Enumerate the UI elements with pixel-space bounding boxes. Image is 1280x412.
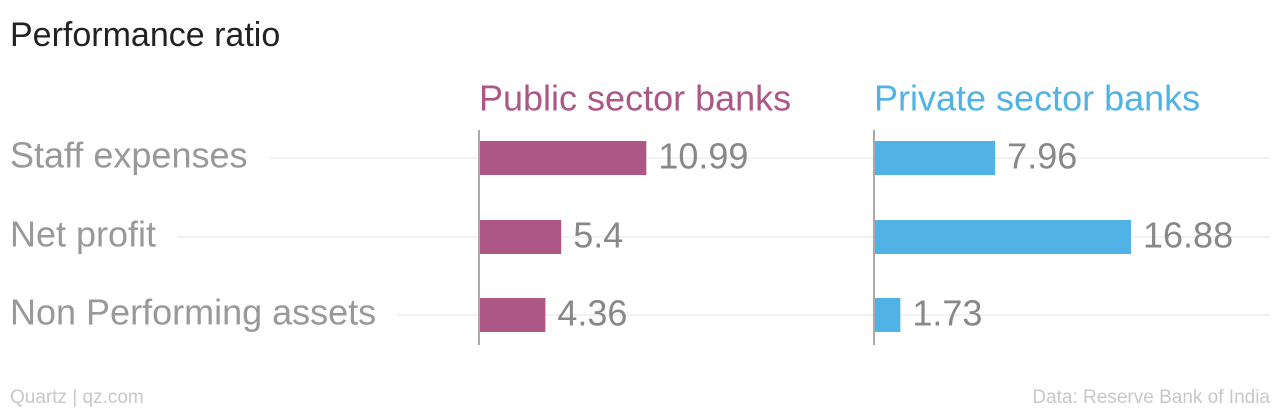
credit: Quartz | qz.com <box>10 387 144 408</box>
series-header: Private sector banks <box>874 78 1200 119</box>
source: Data: Reserve Bank of India <box>1032 387 1270 408</box>
series-header: Public sector banks <box>479 78 791 119</box>
category-label: Non Performing assets <box>10 292 376 333</box>
bar <box>479 298 546 332</box>
value-label: 10.99 <box>658 136 748 177</box>
value-label: 7.96 <box>1007 136 1077 177</box>
value-label: 1.73 <box>912 293 982 334</box>
value-label: 16.88 <box>1143 215 1233 256</box>
bar <box>479 141 647 175</box>
bar <box>874 141 996 175</box>
category-label: Net profit <box>10 214 156 255</box>
value-label: 5.4 <box>573 215 623 256</box>
value-label: 4.36 <box>557 293 627 334</box>
category-label: Staff expenses <box>10 135 248 176</box>
bar <box>874 298 901 332</box>
bar <box>479 220 562 254</box>
bar <box>874 220 1131 254</box>
chart-title: Performance ratio <box>10 16 280 54</box>
